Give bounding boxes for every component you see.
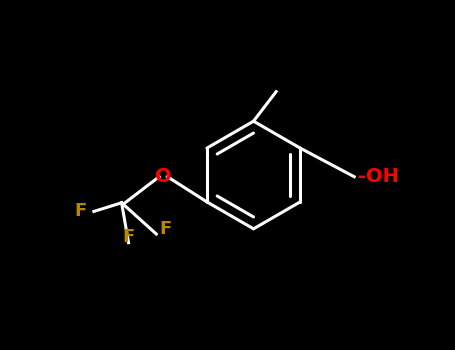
Text: F: F [160,219,172,238]
Text: F: F [75,202,87,220]
Text: F: F [122,228,135,246]
Text: O: O [155,167,172,186]
Text: -OH: -OH [358,167,399,186]
